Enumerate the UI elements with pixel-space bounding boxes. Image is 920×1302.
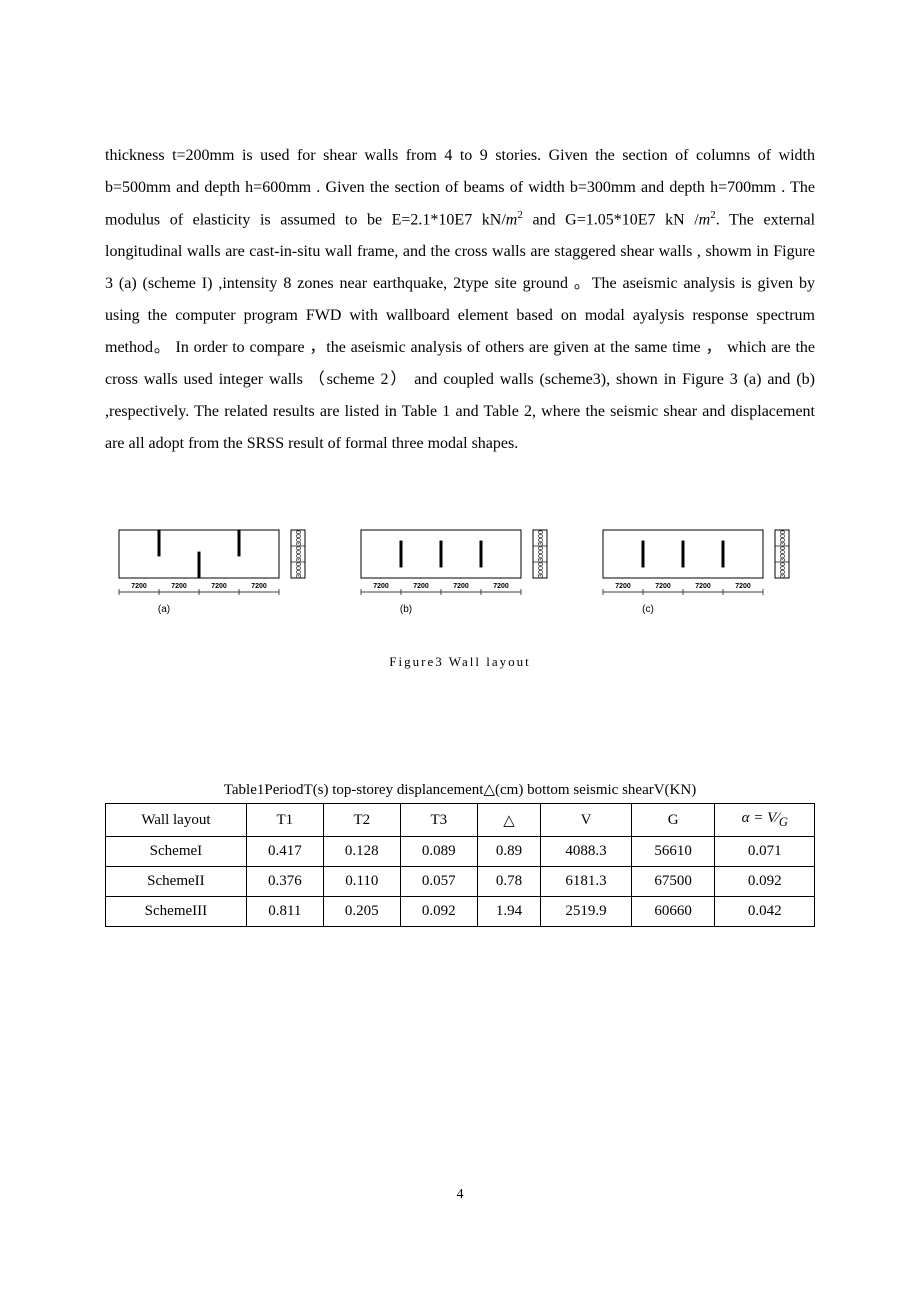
table-cell: SchemeII (106, 867, 247, 897)
svg-text:7200: 7200 (373, 583, 389, 590)
table-row: SchemeI0.4170.1280.0890.894088.3566100.0… (106, 837, 815, 867)
table-cell: 0.811 (246, 897, 323, 927)
svg-text:7200: 7200 (131, 583, 147, 590)
figure-panel: 3000300030007200720072007200(c) (589, 520, 815, 640)
table-cell: 0.376 (246, 867, 323, 897)
svg-text:(b): (b) (400, 604, 412, 615)
table-cell: 0.057 (400, 867, 477, 897)
table-cell: 0.092 (400, 897, 477, 927)
svg-text:7200: 7200 (171, 583, 187, 590)
svg-text:(a): (a) (158, 604, 170, 615)
figure-caption: Figure3 Wall layout (105, 654, 815, 670)
svg-text:7200: 7200 (615, 583, 631, 590)
svg-text:7200: 7200 (251, 583, 267, 590)
svg-text:7200: 7200 (413, 583, 429, 590)
table-cell: 4088.3 (541, 837, 631, 867)
svg-text:7200: 7200 (493, 583, 509, 590)
table-header: V (541, 804, 631, 837)
table-header: Wall layout (106, 804, 247, 837)
table-cell: 0.092 (715, 867, 815, 897)
table-cell: SchemeI (106, 837, 247, 867)
table-row: SchemeII0.3760.1100.0570.786181.3675000.… (106, 867, 815, 897)
svg-text:3000: 3000 (538, 562, 545, 578)
table-cell: 0.78 (477, 867, 540, 897)
svg-text:7200: 7200 (211, 583, 227, 590)
table-cell: 0.89 (477, 837, 540, 867)
table-cell: 2519.9 (541, 897, 631, 927)
table-cell: 67500 (631, 867, 715, 897)
svg-text:7200: 7200 (735, 583, 751, 590)
table-header: α = V⁄G (715, 804, 815, 837)
page-number: 4 (105, 1187, 815, 1203)
svg-text:7200: 7200 (453, 583, 469, 590)
svg-text:(c): (c) (642, 604, 654, 615)
table-cell: 0.110 (323, 867, 400, 897)
svg-text:7200: 7200 (695, 583, 711, 590)
table-header: T2 (323, 804, 400, 837)
table-header: T3 (400, 804, 477, 837)
svg-text:3000: 3000 (296, 562, 303, 578)
table-cell: 0.071 (715, 837, 815, 867)
figure-panel: 3000300030007200720072007200(a) (105, 520, 331, 640)
figure-row: 3000300030007200720072007200(a)300030003… (105, 520, 815, 640)
table-header: G (631, 804, 715, 837)
svg-text:3000: 3000 (296, 530, 303, 546)
svg-text:3000: 3000 (538, 530, 545, 546)
table-cell: 0.042 (715, 897, 815, 927)
data-table: Wall layoutT1T2T3△VGα = V⁄GSchemeI0.4170… (105, 803, 815, 927)
table-row: SchemeIII0.8110.2050.0921.942519.9606600… (106, 897, 815, 927)
figure-panel: 3000300030007200720072007200(b) (347, 520, 573, 640)
table-cell: 0.417 (246, 837, 323, 867)
table-cell: 56610 (631, 837, 715, 867)
table-cell: 6181.3 (541, 867, 631, 897)
table-cell: 0.128 (323, 837, 400, 867)
table-title: Table1PeriodT(s) top-storey displancemen… (105, 780, 815, 799)
table-cell: 60660 (631, 897, 715, 927)
table-cell: 0.089 (400, 837, 477, 867)
svg-text:3000: 3000 (780, 530, 787, 546)
svg-text:3000: 3000 (296, 546, 303, 562)
body-paragraph: thickness t=200mm is used for shear wall… (105, 140, 815, 460)
table-cell: SchemeIII (106, 897, 247, 927)
svg-text:3000: 3000 (538, 546, 545, 562)
svg-text:7200: 7200 (655, 583, 671, 590)
table-cell: 1.94 (477, 897, 540, 927)
svg-text:3000: 3000 (780, 546, 787, 562)
table-header: △ (477, 804, 540, 837)
table-header: T1 (246, 804, 323, 837)
table-cell: 0.205 (323, 897, 400, 927)
svg-text:3000: 3000 (780, 562, 787, 578)
